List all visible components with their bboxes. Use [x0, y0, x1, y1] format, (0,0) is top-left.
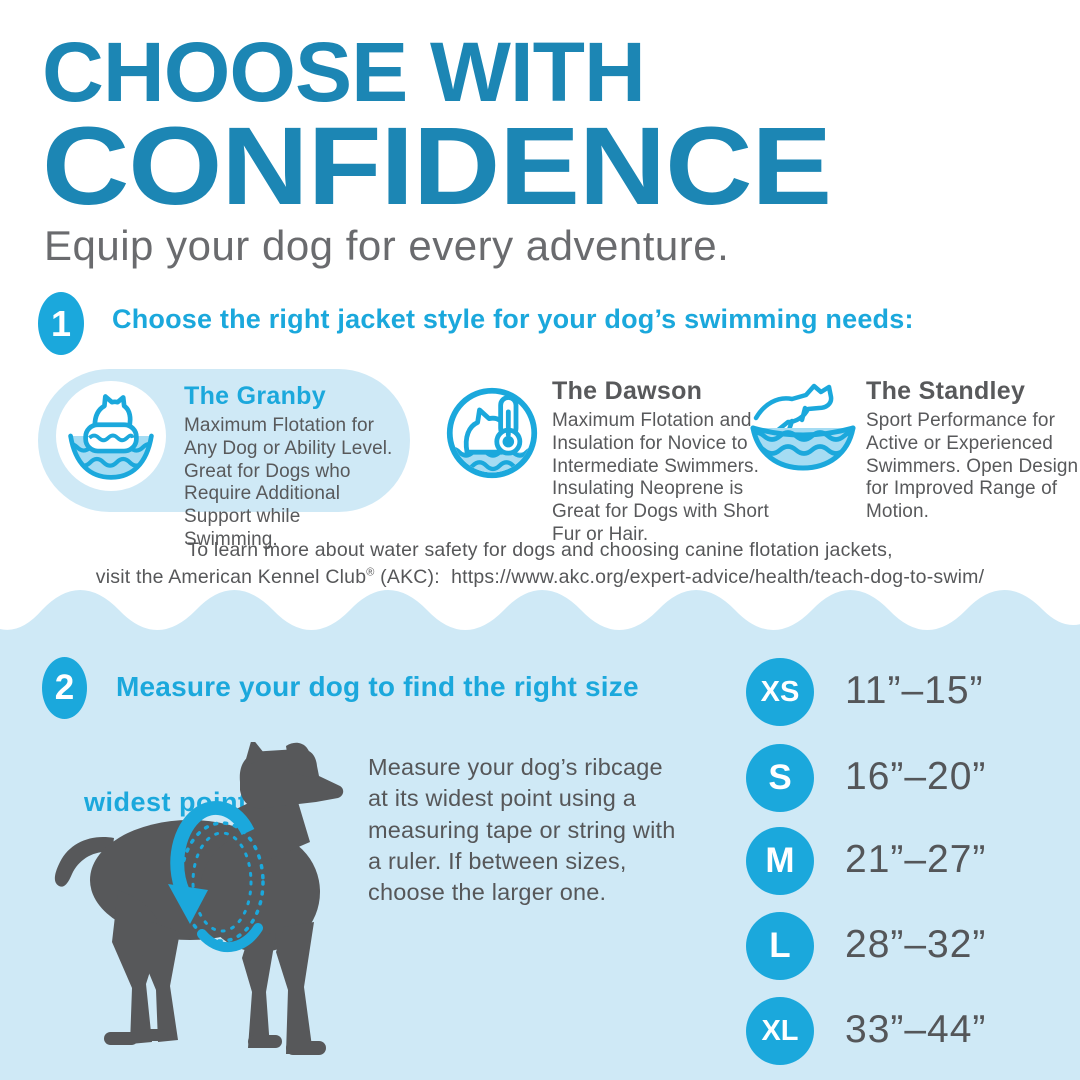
dog-diving-icon	[750, 383, 856, 471]
akc-note-line2: visit the American Kennel Club® (AKC): h…	[95, 566, 985, 589]
step2-title: Measure your dog to find the right size	[116, 671, 639, 702]
jacket-description: Sport Performance for Active or Experien…	[866, 410, 1079, 523]
size-badge-s: S	[746, 744, 814, 812]
size-badge-xs: XS	[746, 658, 814, 726]
size-range-xl: 33”–44”	[845, 1008, 987, 1051]
size-badge-xl: XL	[746, 997, 814, 1065]
jacket-name: The Dawson	[552, 377, 703, 405]
dog-thermometer-icon	[446, 387, 538, 479]
measuring-tape-arrow-icon	[168, 801, 265, 953]
dog-body	[54, 742, 344, 1055]
size-range-l: 28”–32”	[845, 923, 987, 966]
step2-number: 2	[54, 668, 75, 707]
size-range-xs: 11”–15”	[845, 669, 984, 712]
akc-note-line1: To learn more about water safety for dog…	[187, 539, 893, 561]
size-badge-m: M	[746, 827, 814, 895]
registered-trademark: ®	[366, 566, 375, 579]
akc-url: (AKC): https://www.akc.org/expert-advice…	[374, 566, 985, 589]
jacket-name: The Granby	[184, 382, 326, 410]
dog-silhouette	[54, 742, 344, 1055]
size-range-s: 16”–20”	[845, 755, 987, 798]
size-range-m: 21”–27”	[845, 838, 987, 881]
dog-on-raft-icon	[68, 394, 154, 480]
step1-number: 1	[50, 302, 72, 344]
step1-number-badge: 1	[38, 292, 84, 355]
size-badge-l: L	[746, 912, 814, 980]
dawson-card: The Dawson Maximum Flotation and Insulat…	[552, 377, 784, 547]
wave-divider	[0, 590, 1080, 644]
page-title-line1: CHOOSE WITH	[42, 25, 646, 119]
standley-card: The Standley Sport Performance for Activ…	[866, 377, 1080, 524]
step2-number-badge: 2	[42, 657, 87, 719]
page-subtitle: Equip your dog for every adventure.	[44, 222, 730, 269]
akc-note: To learn more about water safety for dog…	[0, 537, 1080, 592]
granby-card: The Granby Maximum Flotation for Any Dog…	[184, 382, 399, 552]
step1-title: Choose the right jacket style for your d…	[112, 304, 914, 334]
jacket-description: Maximum Flotation and Insulation for Nov…	[552, 410, 769, 545]
jacket-description: Maximum Flotation for Any Dog or Ability…	[184, 415, 393, 550]
jacket-name: The Standley	[866, 377, 1026, 405]
measuring-instructions: Measure your dog’s ribcage at its widest…	[368, 754, 676, 905]
page-title-line2: CONFIDENCE	[42, 105, 832, 228]
